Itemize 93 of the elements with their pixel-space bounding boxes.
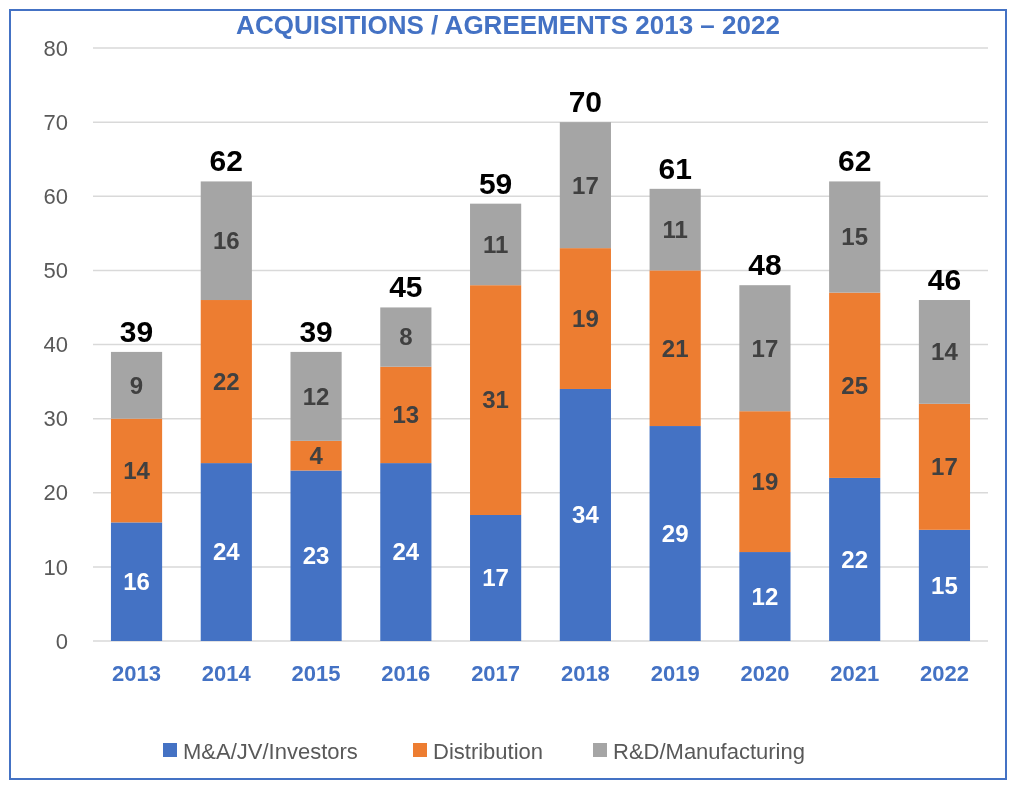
y-tick-label: 50 [43,258,68,284]
total-label: 45 [389,270,423,304]
data-label: 19 [572,304,599,332]
bar [110,418,163,523]
bar [649,188,701,271]
bar [829,477,881,641]
bar [559,388,611,641]
data-label: 17 [931,453,958,481]
x-tick-label: 2015 [291,661,341,686]
y-tick-label: 0 [55,628,68,654]
bar [739,552,791,641]
y-tick-label: 30 [43,406,68,432]
data-label: 24 [212,538,241,566]
data-label: 11 [482,230,509,258]
bar [380,307,432,367]
total-label: 48 [748,248,782,282]
x-tick-label: 2013 [112,661,162,686]
total-label: 62 [209,144,243,178]
data-label: 22 [841,545,869,573]
data-label: 13 [392,401,420,429]
total-label: 39 [299,314,333,348]
legend-label: R&D/Manufacturing [613,738,805,764]
data-label: 17 [751,334,779,362]
bar [829,292,881,478]
data-label: 23 [302,542,330,570]
x-tick-label: 2018 [560,661,610,686]
bar [918,300,971,404]
total-label: 46 [927,263,962,297]
total-label: 39 [119,314,154,348]
bar [918,529,971,641]
data-label: 29 [661,519,689,547]
data-label: 19 [751,468,779,496]
bar [200,181,252,301]
chart-title: ACQUISITIONS / AGREEMENTS 2013 – 2022 [236,10,780,40]
bar [559,248,611,389]
x-tick-label: 2019 [650,661,700,686]
total-label: 62 [838,144,872,178]
bar [290,351,342,441]
x-tick-label: 2021 [830,661,880,686]
bar [290,440,342,471]
data-label: 16 [212,227,240,255]
data-label: 31 [482,386,509,414]
data-label: 8 [399,323,413,351]
y-tick-label: 10 [43,554,68,580]
bar [470,203,522,286]
y-tick-label: 60 [43,183,68,209]
total-label: 70 [568,85,603,119]
bar [110,351,163,419]
data-label: 11 [662,216,688,244]
data-label: 22 [212,367,240,395]
x-tick-label: 2014 [201,661,252,686]
bar [200,463,252,641]
bar [290,470,342,641]
data-label: 12 [751,582,779,610]
data-label: 17 [572,171,599,199]
bar [200,300,252,464]
legend-label: Distribution [433,738,544,764]
data-label: 15 [931,571,958,599]
data-label: 34 [572,501,600,529]
bar [918,403,971,530]
x-tick-label: 2020 [740,661,790,686]
y-tick-label: 70 [43,109,68,135]
bar [380,463,432,641]
bar [829,181,881,293]
x-tick-label: 2022 [919,661,969,686]
x-tick-label: 2017 [471,661,521,686]
y-tick-label: 20 [43,480,68,506]
bar [649,270,701,427]
bar [470,514,522,641]
data-label: 15 [841,223,869,251]
y-tick-label: 40 [43,332,68,358]
bar [470,285,522,515]
data-label: 14 [123,456,151,484]
y-tick-label: 80 [43,35,68,61]
bar [380,366,432,464]
data-label: 9 [129,371,144,399]
data-label: 24 [392,538,420,566]
data-label: 17 [482,564,509,592]
bar [739,285,791,412]
data-label: 16 [123,568,150,596]
legend-label: M&A/JV/Investors [183,738,358,764]
bar [559,122,611,249]
bar [649,426,701,641]
data-label: 21 [661,334,689,362]
x-tick-label: 2016 [381,661,431,686]
data-label: 4 [309,442,324,470]
total-label: 59 [478,166,513,200]
data-label: 12 [302,382,330,410]
bar [739,411,791,553]
bar [110,522,163,641]
total-label: 61 [658,151,692,185]
data-label: 25 [841,371,869,399]
data-label: 14 [931,338,959,366]
